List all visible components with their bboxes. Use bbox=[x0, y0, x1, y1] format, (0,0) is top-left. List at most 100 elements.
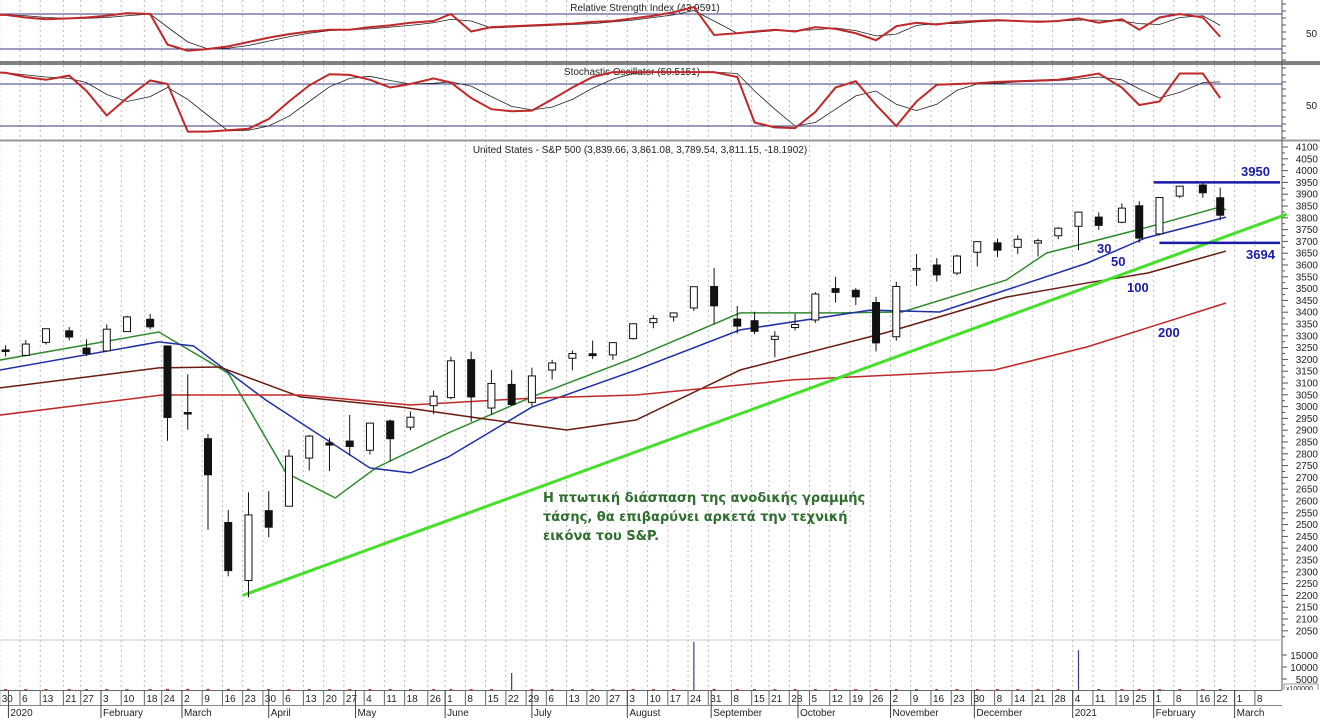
y-tick-label: 4100 bbox=[1296, 143, 1319, 154]
candle-body bbox=[429, 395, 438, 407]
rsi-line bbox=[0, 5, 1221, 52]
x-tick-label: 9 bbox=[204, 694, 210, 705]
x-tick-label: 16 bbox=[224, 694, 236, 705]
candle-body bbox=[1013, 238, 1022, 248]
x-tick-label: 10 bbox=[650, 694, 662, 705]
x-tick-label: 6 bbox=[285, 694, 291, 705]
y-tick-label: 3650 bbox=[1296, 249, 1319, 260]
x-tick-label: 29 bbox=[528, 694, 540, 705]
rsi-tick-50: 50 bbox=[1306, 29, 1318, 40]
x-tick-label: 27 bbox=[346, 694, 358, 705]
ma-label-50: 50 bbox=[1111, 254, 1125, 269]
x-tick-label: 23 bbox=[245, 694, 257, 705]
y-tick-label: 3000 bbox=[1296, 402, 1319, 413]
y-tick-label: 3200 bbox=[1296, 355, 1319, 366]
y-tick-label: 3300 bbox=[1296, 331, 1319, 342]
candle-body bbox=[770, 335, 779, 340]
x-month-label: November bbox=[892, 708, 939, 718]
candle-body bbox=[1198, 184, 1207, 194]
y-tick-label: 2900 bbox=[1296, 426, 1319, 437]
y-tick-label: 2950 bbox=[1296, 414, 1319, 425]
y-tick-label: 2200 bbox=[1296, 591, 1319, 602]
candle-body bbox=[203, 438, 212, 476]
x-tick-label: 8 bbox=[997, 694, 1003, 705]
x-tick-label: 31 bbox=[710, 694, 722, 705]
y-tick-label: 4050 bbox=[1296, 154, 1319, 165]
chart-annotations: 3950 3694 30 50 100 200 Η πτωτική διάσπα… bbox=[543, 164, 1276, 544]
candle-body bbox=[264, 510, 273, 528]
ma-50-line bbox=[0, 216, 1227, 474]
x-month-label: March bbox=[184, 708, 212, 718]
candle-body bbox=[467, 359, 476, 398]
y-tick-label: 3550 bbox=[1296, 272, 1319, 283]
candle-body bbox=[608, 342, 617, 356]
x-month-label: 2020 bbox=[10, 708, 33, 718]
x-tick-label: 30 bbox=[265, 694, 277, 705]
y-tick-label: 3850 bbox=[1296, 202, 1319, 213]
x-tick-label: 30 bbox=[973, 694, 985, 705]
volume-tick-label: 10000 bbox=[1290, 663, 1318, 674]
ma-200-line bbox=[0, 302, 1227, 416]
candle-body bbox=[325, 442, 334, 446]
x-tick-label: 22 bbox=[1216, 694, 1228, 705]
stochastic-panel: Stochastic Oscillator (50.5151) 50 bbox=[0, 67, 1318, 139]
x-month-label: March bbox=[1237, 708, 1265, 718]
candle-body bbox=[65, 330, 74, 338]
y-tick-label: 2850 bbox=[1296, 438, 1319, 449]
x-tick-label: 11 bbox=[386, 694, 397, 705]
y-tick-label: 3600 bbox=[1296, 261, 1319, 272]
y-tick-label: 3450 bbox=[1296, 296, 1319, 307]
candle-body bbox=[1034, 240, 1042, 244]
candle-body bbox=[82, 347, 91, 354]
x-tick-label: 1 bbox=[447, 694, 453, 705]
x-tick-label: 13 bbox=[569, 694, 581, 705]
candle-body bbox=[1074, 211, 1083, 227]
candle-body bbox=[345, 440, 354, 447]
y-tick-label: 3350 bbox=[1296, 320, 1319, 331]
x-tick-label: 10 bbox=[123, 694, 135, 705]
x-tick-label: 18 bbox=[407, 694, 419, 705]
candle-body bbox=[733, 318, 742, 327]
x-tick-label: 1 bbox=[1237, 694, 1243, 705]
x-month-label: June bbox=[447, 708, 469, 718]
y-tick-label: 3050 bbox=[1296, 390, 1319, 401]
x-tick-label: 23 bbox=[953, 694, 965, 705]
x-tick-label: 2 bbox=[892, 694, 898, 705]
vertical-grid bbox=[0, 0, 1320, 690]
candle-body bbox=[305, 435, 314, 459]
x-tick-label: 24 bbox=[690, 694, 702, 705]
candle-body bbox=[406, 416, 415, 428]
x-tick-label: 8 bbox=[1176, 694, 1182, 705]
candle-body bbox=[183, 412, 192, 415]
stochastic-tick-50: 50 bbox=[1306, 101, 1318, 112]
x-tick-label: 1 bbox=[1156, 694, 1162, 705]
annotation-line-2: τάσης, θα επιβαρύνει αρκετά την τεχνική bbox=[543, 510, 847, 525]
candle-body bbox=[1135, 205, 1144, 239]
candle-body bbox=[912, 268, 921, 271]
candle-body bbox=[669, 312, 678, 318]
x-tick-label: 19 bbox=[852, 694, 864, 705]
x-tick-label: 26 bbox=[872, 694, 884, 705]
x-month-label: April bbox=[271, 708, 291, 718]
x-tick-label: 6 bbox=[548, 694, 554, 705]
candle-body bbox=[446, 360, 455, 399]
candle-body bbox=[42, 328, 51, 343]
x-tick-label: 15 bbox=[754, 694, 766, 705]
candle-body bbox=[649, 318, 658, 324]
candle-body bbox=[527, 375, 536, 403]
x-month-label: October bbox=[800, 708, 836, 718]
x-tick-label: 13 bbox=[42, 694, 54, 705]
x-month-label: May bbox=[357, 708, 376, 718]
candle-body bbox=[1155, 197, 1164, 235]
y-tick-label: 2600 bbox=[1296, 497, 1319, 508]
y-tick-label: 3900 bbox=[1296, 190, 1319, 201]
y-tick-label: 3250 bbox=[1296, 343, 1319, 354]
x-tick-label: 13 bbox=[305, 694, 317, 705]
candle-body bbox=[507, 383, 516, 405]
candle-body bbox=[973, 241, 982, 253]
ma-30-line bbox=[0, 206, 1227, 499]
x-tick-label: 19 bbox=[1118, 694, 1130, 705]
x-tick-label: 16 bbox=[1199, 694, 1211, 705]
rsi-signal-line bbox=[0, 10, 1221, 50]
